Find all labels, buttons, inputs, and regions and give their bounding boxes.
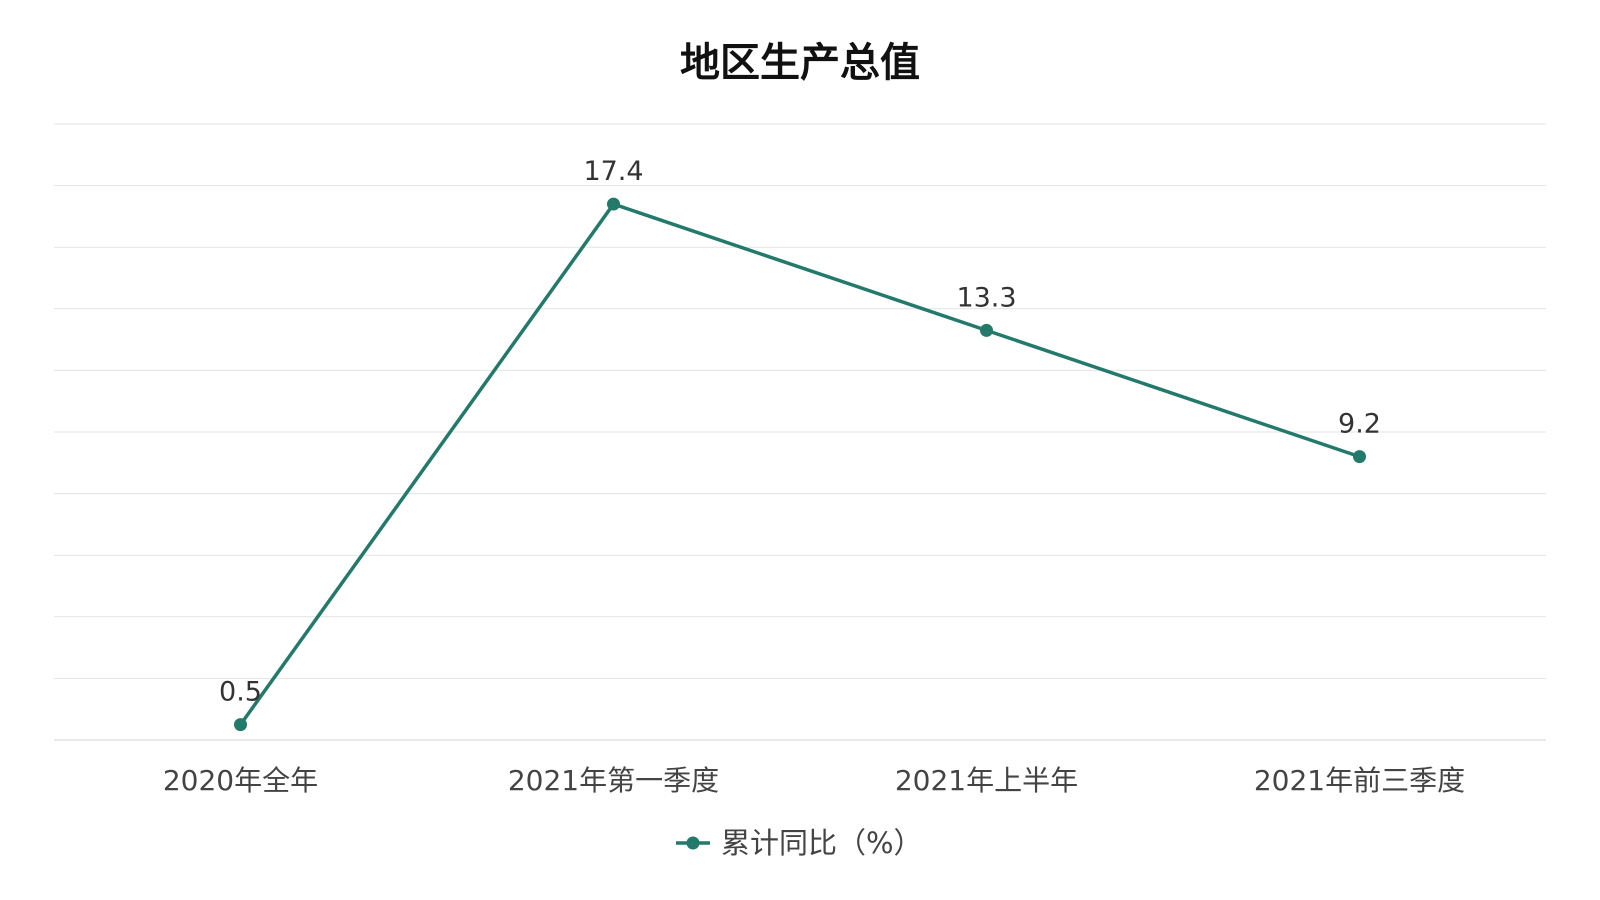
legend[interactable]: 累计同比（%） (676, 826, 923, 860)
series-line (239, 202, 1361, 726)
x-tick-label: 2021年第一季度 (508, 764, 719, 797)
legend-label: 累计同比（%） (721, 826, 923, 860)
data-label: 13.3 (956, 282, 1016, 313)
x-tick-label: 2021年上半年 (895, 764, 1078, 797)
data-point[interactable] (980, 323, 993, 337)
data-point[interactable] (607, 197, 620, 211)
data-label: 0.5 (219, 677, 262, 708)
data-point[interactable] (1353, 450, 1366, 464)
data-point[interactable] (234, 718, 247, 732)
data-labels: 0.5 17.4 13.3 9.2 (219, 156, 1381, 708)
x-tick-label: 2021年前三季度 (1254, 764, 1465, 797)
data-label: 17.4 (583, 156, 643, 187)
chart-title: 地区生产总值 (680, 40, 920, 86)
x-axis-tick-labels: 2020年全年 2021年第一季度 2021年上半年 2021年前三季度 (163, 764, 1465, 797)
legend-marker-icon (686, 836, 700, 850)
data-points (234, 197, 1366, 732)
x-tick-label: 2020年全年 (163, 764, 318, 797)
data-label: 9.2 (1338, 409, 1381, 440)
gridlines (54, 123, 1546, 741)
